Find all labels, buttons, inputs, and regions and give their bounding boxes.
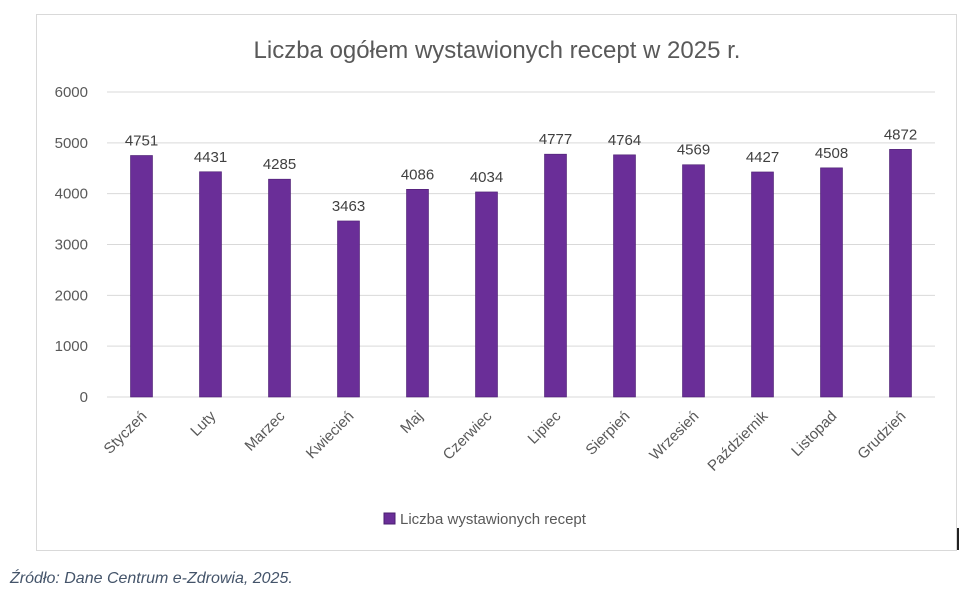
data-label: 4431 bbox=[194, 149, 227, 166]
data-label: 4764 bbox=[608, 132, 641, 149]
bar bbox=[613, 154, 636, 398]
x-tick-label: Październik bbox=[704, 407, 771, 474]
data-label: 4872 bbox=[884, 126, 917, 143]
data-label: 4086 bbox=[401, 166, 434, 183]
data-label: 4508 bbox=[815, 145, 848, 162]
y-tick-label: 2000 bbox=[55, 287, 88, 304]
data-label: 4777 bbox=[539, 131, 572, 148]
x-tick-label: Maj bbox=[397, 408, 426, 437]
y-tick-label: 3000 bbox=[55, 237, 88, 254]
chart-frame bbox=[36, 14, 957, 551]
x-tick-label: Grudzień bbox=[854, 408, 909, 463]
x-tick-label: Luty bbox=[187, 407, 219, 439]
source-note: Źródło: Dane Centrum e-Zdrowia, 2025. bbox=[10, 570, 293, 587]
data-label: 4034 bbox=[470, 169, 503, 186]
x-tick-label: Czerwiec bbox=[440, 407, 496, 463]
x-tick-label: Kwiecień bbox=[303, 408, 357, 462]
data-label: 4427 bbox=[746, 149, 779, 166]
y-tick-label: 5000 bbox=[55, 135, 88, 152]
data-label: 4285 bbox=[263, 156, 296, 173]
x-tick-label: Wrzesień bbox=[646, 408, 702, 464]
x-tick-label: Listopad bbox=[788, 408, 840, 460]
data-label: 3463 bbox=[332, 198, 365, 215]
x-tick-label: Styczeń bbox=[101, 408, 151, 458]
bar bbox=[337, 220, 360, 398]
bar bbox=[544, 153, 567, 398]
y-tick-label: 1000 bbox=[55, 338, 88, 355]
y-tick-label: 0 bbox=[80, 389, 88, 406]
bar bbox=[820, 167, 843, 398]
bar bbox=[199, 171, 222, 398]
bar bbox=[268, 178, 291, 398]
data-label: 4569 bbox=[677, 142, 710, 159]
x-tick-label: Marzec bbox=[242, 407, 289, 454]
bar bbox=[475, 191, 498, 398]
chart-title: Liczba ogółem wystawionych recept w 2025… bbox=[254, 37, 741, 64]
x-tick-label: Lipiec bbox=[525, 407, 565, 447]
data-label: 4751 bbox=[125, 132, 158, 149]
legend-swatch bbox=[383, 512, 396, 525]
x-tick-label: Sierpień bbox=[582, 408, 633, 459]
bar bbox=[406, 188, 429, 398]
bar bbox=[889, 149, 912, 398]
legend: Liczba wystawionych recept bbox=[383, 511, 587, 528]
text-cursor bbox=[957, 528, 959, 550]
y-tick-label: 4000 bbox=[55, 186, 88, 203]
y-tick-label: 6000 bbox=[55, 84, 88, 101]
legend-label: Liczba wystawionych recept bbox=[400, 511, 587, 528]
bar bbox=[682, 164, 705, 398]
bar bbox=[130, 155, 153, 398]
bar bbox=[751, 171, 774, 398]
